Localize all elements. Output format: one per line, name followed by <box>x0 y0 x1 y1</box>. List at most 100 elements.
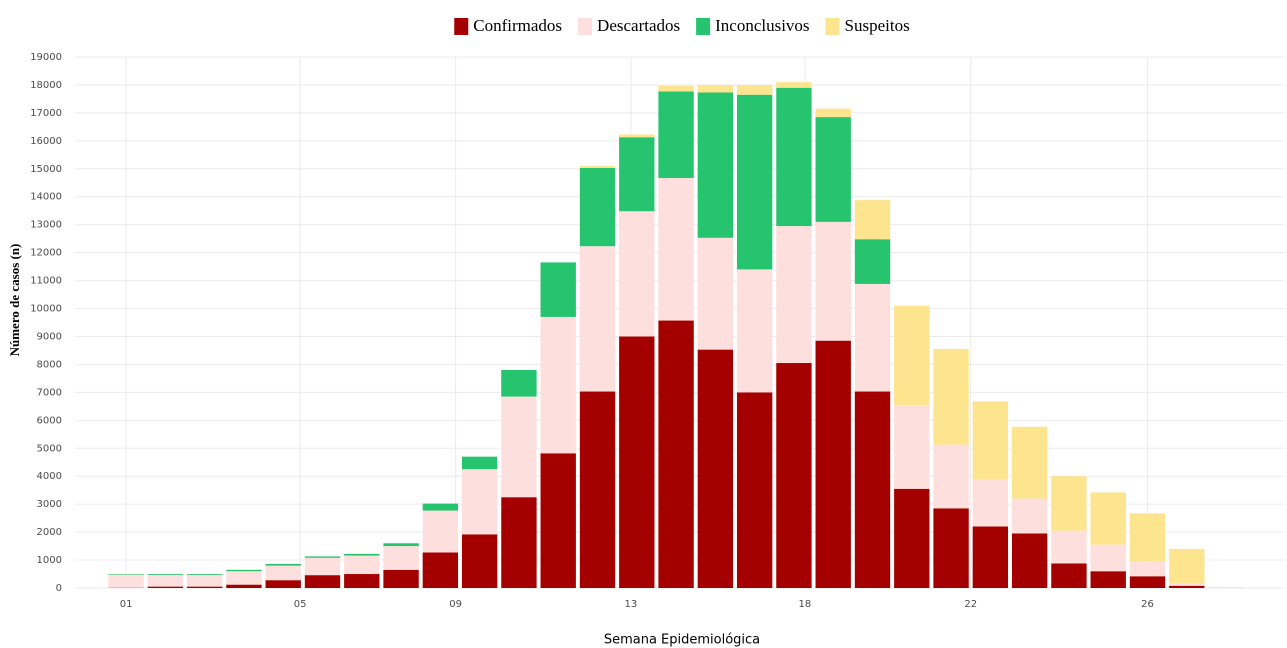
y-tick-label: 8000 <box>37 359 62 370</box>
y-tick-label: 15000 <box>30 164 62 175</box>
bar-segment <box>383 546 419 570</box>
bar-segment <box>1090 544 1126 572</box>
bar-segment <box>383 569 419 588</box>
bar-segment <box>776 82 812 88</box>
bar-segment <box>776 226 812 364</box>
legend-label: Descartados <box>597 16 680 35</box>
bar-segment <box>186 586 223 588</box>
bar-segment <box>108 574 144 588</box>
bar-segment <box>1129 576 1166 588</box>
x-tick-label: 18 <box>799 599 812 610</box>
y-tick-label: 5000 <box>37 443 62 454</box>
bar-segment <box>461 534 498 588</box>
y-tick-label: 12000 <box>30 248 62 259</box>
legend-swatch <box>454 18 469 35</box>
bar-segment <box>186 574 223 587</box>
bar-segment <box>658 320 694 588</box>
x-tick-label: 22 <box>964 599 977 610</box>
bar-segment <box>579 167 616 247</box>
y-tick-label: 1000 <box>37 555 62 566</box>
bar-segment <box>501 370 537 397</box>
bar-segment <box>736 269 773 393</box>
bar-segment <box>147 574 184 587</box>
y-tick-label: 3000 <box>37 499 62 510</box>
bar-segment <box>658 85 694 92</box>
y-tick-label: 11000 <box>30 276 62 287</box>
y-axis-title: Número de casos (n) <box>7 244 22 357</box>
legend: Confirmados Descartados Inconclusivos Suspe… <box>454 16 910 35</box>
bar-segment <box>736 84 773 95</box>
bar-segment <box>1129 561 1166 577</box>
bar-segment <box>540 453 576 588</box>
x-tick-label: 26 <box>1141 599 1154 610</box>
bar-segment <box>147 574 184 575</box>
y-tick-label: 18000 <box>30 80 62 91</box>
bar-segment <box>854 200 891 240</box>
bar-segment <box>579 391 616 588</box>
bar-segment <box>265 565 301 581</box>
bar-segment <box>1011 533 1048 588</box>
bar-segment <box>265 563 301 566</box>
bar-segment <box>854 391 891 588</box>
x-tick-label: 13 <box>625 599 638 610</box>
bar-segment <box>972 526 1009 588</box>
bar-segment <box>815 108 851 118</box>
legend-swatch <box>825 18 840 35</box>
bar-segment <box>619 134 655 138</box>
bar-segment <box>304 575 341 588</box>
bar-segment <box>1051 476 1087 531</box>
bar-segment <box>579 165 616 168</box>
bar-segment <box>894 305 930 405</box>
bar-segment <box>1169 548 1205 583</box>
bar-segment <box>776 87 812 227</box>
legend-label: Suspeitos <box>845 16 910 35</box>
bar-segment <box>619 137 655 212</box>
bar-segment <box>933 508 969 588</box>
bar-segment <box>1169 585 1205 588</box>
bar-segment <box>422 510 459 553</box>
y-tick-label: 7000 <box>37 387 62 398</box>
bar-segment <box>697 84 734 93</box>
y-tick-label: 10000 <box>30 304 62 315</box>
bar-segment <box>501 396 537 498</box>
bar-segment <box>697 349 734 588</box>
bar-segment <box>422 503 459 511</box>
bar-segment <box>658 91 694 179</box>
bar-segment <box>972 479 1009 527</box>
bar-segment <box>619 211 655 337</box>
bar-segment <box>304 556 341 558</box>
bar-segment <box>815 221 851 341</box>
bar-segment <box>540 316 576 454</box>
bar-segment <box>933 349 969 445</box>
bar-segment <box>1169 582 1205 586</box>
x-tick-label: 05 <box>294 599 307 610</box>
bar-segment <box>344 553 380 556</box>
bar-segment <box>304 557 341 576</box>
bar-segment <box>658 178 694 321</box>
legend-swatch <box>696 18 711 35</box>
bar-segment <box>226 569 262 572</box>
bar-segment <box>776 363 812 588</box>
y-tick-label: 19000 <box>30 52 62 63</box>
bar-segment <box>1011 498 1048 534</box>
bar-segment <box>186 574 223 575</box>
bar-segment <box>1090 492 1126 545</box>
bar-segment <box>461 469 498 535</box>
y-tick-label: 17000 <box>30 108 62 119</box>
bar-segment <box>344 574 380 588</box>
y-tick-label: 4000 <box>37 471 62 482</box>
y-tick-label: 0 <box>56 583 62 594</box>
y-tick-label: 6000 <box>37 415 62 426</box>
bar-segment <box>894 488 930 588</box>
bar-segment <box>933 444 969 509</box>
x-axis-title: Semana Epidemiológica <box>604 633 760 648</box>
bar-segment <box>815 117 851 222</box>
bar-segment <box>579 246 616 392</box>
bar-segment <box>1051 563 1087 588</box>
bar-segment <box>226 584 262 588</box>
bar-segment <box>344 555 380 575</box>
y-tick-label: 16000 <box>30 136 62 147</box>
bar-segment <box>226 571 262 585</box>
bar-segment <box>108 574 144 575</box>
bar-segment <box>383 543 419 547</box>
